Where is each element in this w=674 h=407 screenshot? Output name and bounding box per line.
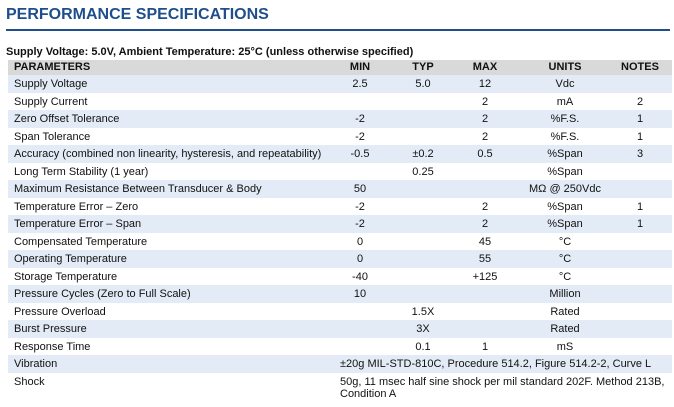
cell-units: Million: [549, 288, 581, 300]
cell-max: 2: [481, 218, 489, 230]
conditions: Supply Voltage: 5.0V, Ambient Temperatur…: [6, 46, 414, 58]
cell-max: 0.5: [477, 148, 493, 160]
cell-typ: 0.25: [412, 165, 434, 178]
cell-max: 45: [478, 235, 492, 248]
cell-parameter: Pressure Overload: [14, 305, 106, 318]
cell-parameter: Response Time: [14, 340, 91, 353]
row-shade: [8, 215, 672, 233]
cell-units: Rated: [550, 305, 580, 318]
row-shade: [8, 110, 672, 128]
cell-typ: 0.1: [415, 340, 431, 353]
cell-parameter: Supply Current: [14, 95, 88, 108]
cell-min: 0: [356, 253, 364, 265]
cell-max: 2: [481, 200, 489, 213]
title-rule: [6, 29, 670, 31]
cell-min: 0: [356, 235, 364, 248]
column-header: NOTES: [621, 61, 659, 73]
spec-text: 50g, 11 msec half sine shock per mil sta…: [340, 375, 665, 400]
cell-notes: 3: [636, 148, 644, 160]
cell-min: -2: [355, 113, 365, 125]
cell-units: °C: [558, 253, 572, 265]
column-header: TYP: [412, 61, 434, 73]
title: PERFORMANCE SPECIFICATIONS: [6, 6, 269, 23]
cell-notes: 1: [636, 130, 644, 143]
cell-parameter: Vibration: [14, 358, 58, 370]
cell-parameter: Storage Temperature: [14, 270, 118, 283]
cell-units: %Span: [547, 218, 583, 230]
cell-units: °C: [558, 235, 572, 248]
cell-units: %Span: [547, 165, 583, 178]
cell-max: 55: [478, 253, 492, 265]
cell-units: Rated: [550, 323, 580, 335]
cell-parameter: Shock: [14, 375, 45, 388]
row-shade: [8, 180, 672, 198]
cell-min: 50: [353, 183, 367, 195]
cell-parameter: Long Term Stability (1 year): [14, 165, 149, 178]
cell-parameter: Operating Temperature: [14, 253, 127, 265]
cell-units: mA: [556, 95, 574, 108]
cell-typ: 1.5X: [411, 305, 435, 318]
row-shade: [8, 75, 672, 93]
cell-typ: 3X: [416, 323, 430, 335]
cell-parameter: Zero Offset Tolerance: [14, 113, 120, 125]
column-header: MIN: [349, 61, 371, 73]
cell-max: 2: [481, 95, 489, 108]
column-header: MAX: [472, 61, 498, 73]
cell-min: 2.5: [352, 78, 368, 90]
cell-parameter: Span Tolerance: [14, 130, 91, 143]
cell-parameter: Compensated Temperature: [14, 235, 148, 248]
cell-units: %F.S.: [550, 113, 580, 125]
cell-units: Vdc: [555, 78, 575, 90]
cell-notes: 1: [636, 218, 644, 230]
cell-min: 10: [353, 288, 367, 300]
cell-parameter: Pressure Cycles (Zero to Full Scale): [14, 288, 191, 300]
cell-parameter: Burst Pressure: [14, 323, 87, 335]
cell-typ: ±0.2: [412, 148, 434, 160]
cell-parameter: Temperature Error – Span: [14, 218, 142, 230]
header-row: [8, 60, 672, 75]
cell-parameter: Accuracy (combined non linearity, hyster…: [14, 148, 322, 160]
cell-max: 12: [478, 78, 492, 90]
cell-units: %Span: [547, 200, 583, 213]
row-shade: [8, 320, 672, 338]
cell-max: 2: [481, 113, 489, 125]
row-shade: [8, 250, 672, 268]
cell-units: mS: [556, 340, 574, 353]
cell-min: -40: [352, 270, 368, 283]
cell-parameter: Temperature Error – Zero: [14, 200, 139, 213]
cell-units: °C: [558, 270, 572, 283]
cell-notes: 2: [636, 95, 644, 108]
row-shade: [8, 285, 672, 303]
row-shade: [8, 145, 672, 163]
column-header: PARAMETERS: [14, 61, 91, 73]
cell-min: -0.5: [350, 148, 370, 160]
cell-units: %Span: [547, 148, 583, 160]
cell-min: -2: [355, 218, 365, 230]
cell-min: -2: [355, 200, 365, 213]
cell-parameter: Supply Voltage: [14, 78, 88, 90]
spec-text: ±20g MIL-STD-810C, Procedure 514.2, Figu…: [340, 358, 652, 370]
cell-notes: 1: [636, 113, 644, 125]
cell-max: 2: [481, 130, 489, 143]
cell-min: -2: [355, 130, 365, 143]
cell-units: %F.S.: [550, 130, 580, 143]
cell-typ: 5.0: [415, 78, 431, 90]
column-header: UNITS: [548, 61, 582, 73]
cell-units: MΩ @ 250Vdc: [529, 183, 601, 195]
cell-max: 1: [481, 340, 489, 353]
cell-parameter: Maximum Resistance Between Transducer & …: [14, 183, 262, 195]
row-shade: [8, 355, 672, 373]
cell-notes: 1: [636, 200, 644, 213]
cell-max: +125: [472, 270, 498, 283]
